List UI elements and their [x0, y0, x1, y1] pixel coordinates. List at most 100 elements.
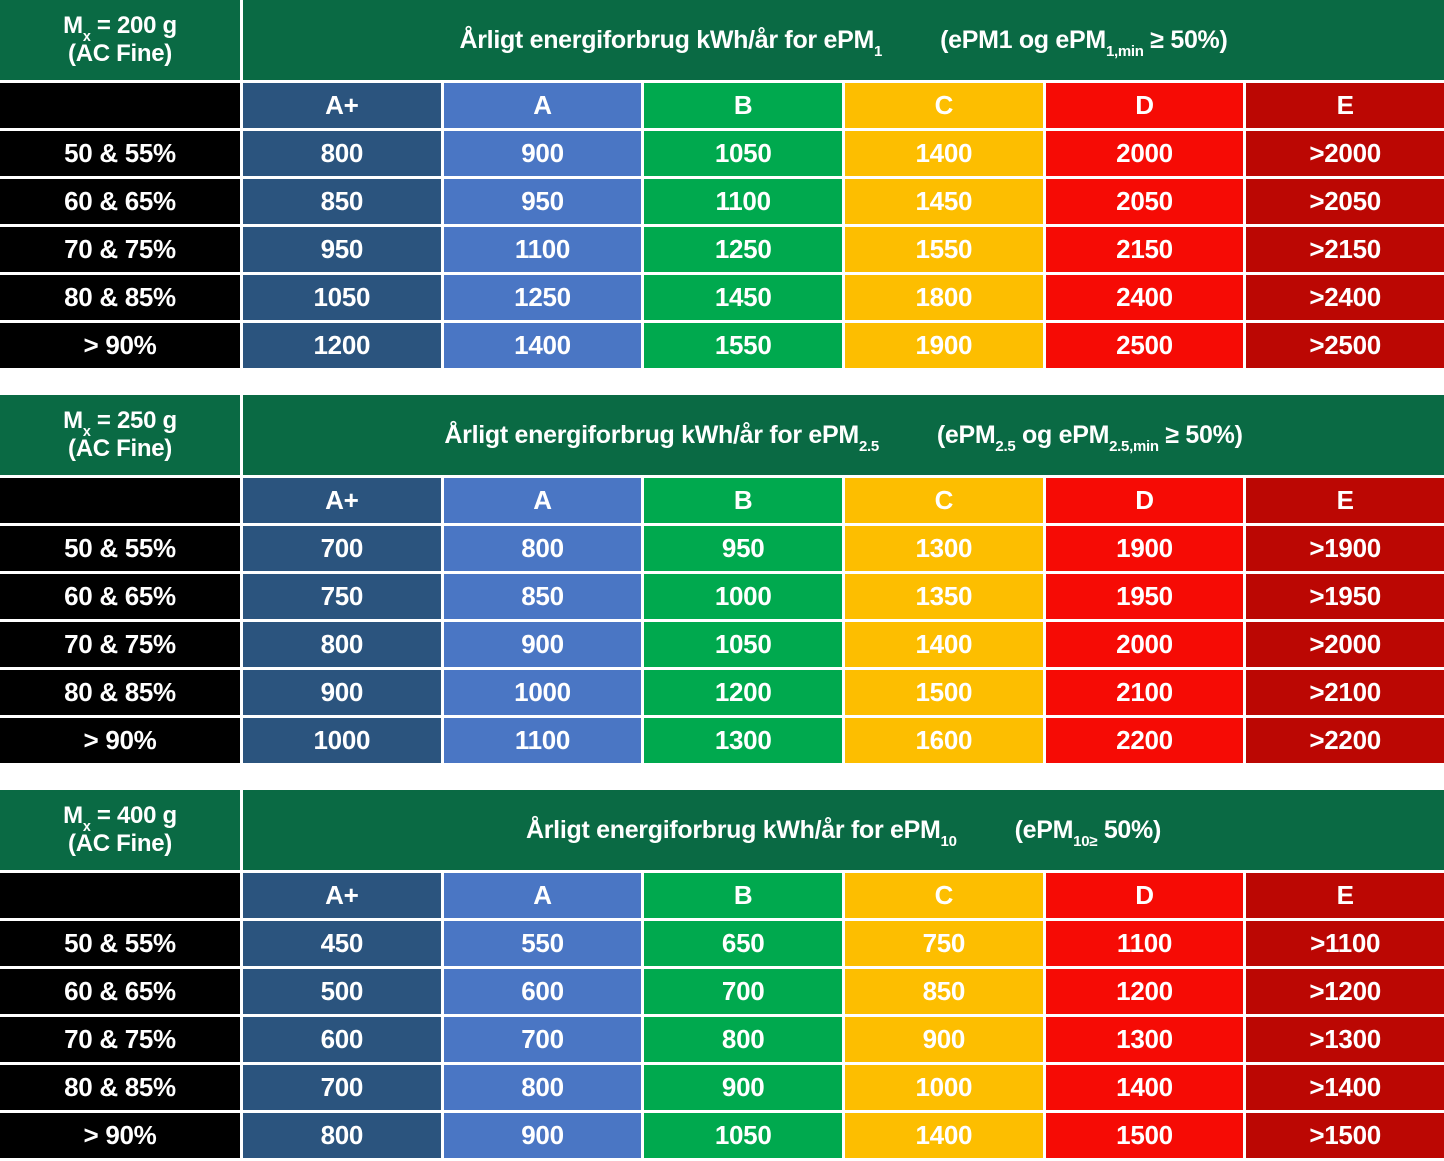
value-cell: 1950 — [1045, 574, 1244, 619]
value-cell: 1100 — [644, 179, 842, 224]
value-cell: 1200 — [644, 670, 842, 715]
grade-header-cell-b: B — [644, 478, 842, 523]
energy-table-1: Mx = 200 g (AC Fine) Årligt energiforbrug … — [0, 0, 1444, 368]
row-label-cell: 50 & 55% — [0, 526, 240, 571]
text-content: Årligt energiforbrug kWh/år for ePM1 (ePM… — [459, 25, 1228, 60]
value-cell: 850 — [243, 179, 441, 224]
value-cell: 900 — [644, 1065, 842, 1110]
value-cell: 2200 — [1045, 718, 1244, 763]
mass-header-cell: Mx = 250 g (AC Fine) — [0, 395, 240, 475]
value-cell: 1900 — [1045, 526, 1244, 571]
value-cell: 1500 — [845, 670, 1043, 715]
value-cell: 800 — [644, 1017, 842, 1062]
value-cell: 2000 — [1045, 131, 1244, 176]
value-cell: 900 — [443, 622, 642, 667]
value-cell: 2100 — [1045, 670, 1244, 715]
value-cell: 1050 — [644, 1113, 842, 1158]
value-cell: 1300 — [644, 718, 842, 763]
text-content: Årligt energiforbrug kWh/år for ePM2.5 (e… — [444, 420, 1243, 455]
value-cell: 650 — [644, 921, 842, 966]
value-cell: 1600 — [845, 718, 1043, 763]
value-cell: >1100 — [1246, 921, 1444, 966]
value-cell: 600 — [443, 969, 642, 1014]
value-cell: 1250 — [443, 275, 642, 320]
value-cell: >2150 — [1246, 227, 1444, 272]
value-cell: 2500 — [1045, 323, 1244, 368]
value-cell: 1300 — [845, 526, 1043, 571]
value-cell: 2400 — [1045, 275, 1244, 320]
grade-header-cell-e: E — [1246, 478, 1444, 523]
value-cell: >1900 — [1246, 526, 1444, 571]
grade-header-cell-d: D — [1045, 478, 1244, 523]
grade-header-cell-a-plus: A+ — [243, 873, 441, 918]
row-label-cell: > 90% — [0, 323, 240, 368]
value-cell: >2200 — [1246, 718, 1444, 763]
grade-header-cell-a-plus: A+ — [243, 83, 441, 128]
value-cell: 850 — [443, 574, 642, 619]
value-cell: 1000 — [443, 670, 642, 715]
value-cell: 2150 — [1045, 227, 1244, 272]
value-cell: >1400 — [1246, 1065, 1444, 1110]
row-label-cell: 60 & 65% — [0, 179, 240, 224]
grade-header-cell-d: D — [1045, 83, 1244, 128]
table-title: Årligt energiforbrug kWh/år for ePM2.5 (e… — [243, 395, 1444, 475]
value-cell: 1300 — [1045, 1017, 1244, 1062]
grade-header-cell-e: E — [1246, 83, 1444, 128]
value-cell: 1350 — [845, 574, 1043, 619]
value-cell: 1000 — [243, 718, 441, 763]
value-cell: 450 — [243, 921, 441, 966]
value-cell: 1000 — [644, 574, 842, 619]
row-label-cell: 70 & 75% — [0, 622, 240, 667]
value-cell: 1450 — [845, 179, 1043, 224]
grade-header-cell-c: C — [845, 83, 1043, 128]
value-cell: 800 — [443, 1065, 642, 1110]
value-cell: 900 — [443, 1113, 642, 1158]
value-cell: 1200 — [243, 323, 441, 368]
grade-header-cell-b: B — [644, 83, 842, 128]
value-cell: 950 — [644, 526, 842, 571]
table-title: Årligt energiforbrug kWh/år for ePM10 (eP… — [243, 790, 1444, 870]
value-cell: 800 — [243, 131, 441, 176]
row-label-cell: > 90% — [0, 1113, 240, 1158]
value-cell: >1300 — [1246, 1017, 1444, 1062]
grade-header-cell-b: B — [644, 873, 842, 918]
grade-header-cell-a: A — [443, 83, 642, 128]
row-label-cell: 50 & 55% — [0, 131, 240, 176]
value-cell: 500 — [243, 969, 441, 1014]
grade-header-cell-e: E — [1246, 873, 1444, 918]
corner-spacer-cell — [0, 478, 240, 523]
value-cell: 1450 — [644, 275, 842, 320]
energy-table-2: Mx = 250 g (AC Fine) Årligt energiforbrug … — [0, 395, 1444, 763]
value-cell: 1050 — [243, 275, 441, 320]
value-cell: >1950 — [1246, 574, 1444, 619]
value-cell: 2000 — [1045, 622, 1244, 667]
energy-table-3: Mx = 400 g (AC Fine) Årligt energiforbrug … — [0, 790, 1444, 1158]
value-cell: 600 — [243, 1017, 441, 1062]
table-title: Årligt energiforbrug kWh/år for ePM1 (ePM… — [243, 0, 1444, 80]
row-label-cell: 80 & 85% — [0, 275, 240, 320]
value-cell: 850 — [845, 969, 1043, 1014]
mass-header-cell: Mx = 400 g (AC Fine) — [0, 790, 240, 870]
grade-header-cell-c: C — [845, 478, 1043, 523]
text-content: Mx = 400 g (AC Fine) — [63, 802, 177, 857]
value-cell: 1500 — [1045, 1113, 1244, 1158]
value-cell: 700 — [443, 1017, 642, 1062]
grade-header-cell-c: C — [845, 873, 1043, 918]
value-cell: >2050 — [1246, 179, 1444, 224]
value-cell: 900 — [443, 131, 642, 176]
value-cell: 1400 — [845, 131, 1043, 176]
value-cell: 1550 — [644, 323, 842, 368]
value-cell: 1100 — [443, 227, 642, 272]
text-content: Årligt energiforbrug kWh/år for ePM10 (eP… — [526, 815, 1161, 850]
value-cell: 900 — [243, 670, 441, 715]
value-cell: 800 — [443, 526, 642, 571]
value-cell: >2000 — [1246, 131, 1444, 176]
value-cell: 1000 — [845, 1065, 1043, 1110]
value-cell: >2400 — [1246, 275, 1444, 320]
row-label-cell: 60 & 65% — [0, 574, 240, 619]
row-label-cell: > 90% — [0, 718, 240, 763]
value-cell: 800 — [243, 622, 441, 667]
value-cell: 550 — [443, 921, 642, 966]
row-label-cell: 80 & 85% — [0, 670, 240, 715]
row-label-cell: 70 & 75% — [0, 1017, 240, 1062]
